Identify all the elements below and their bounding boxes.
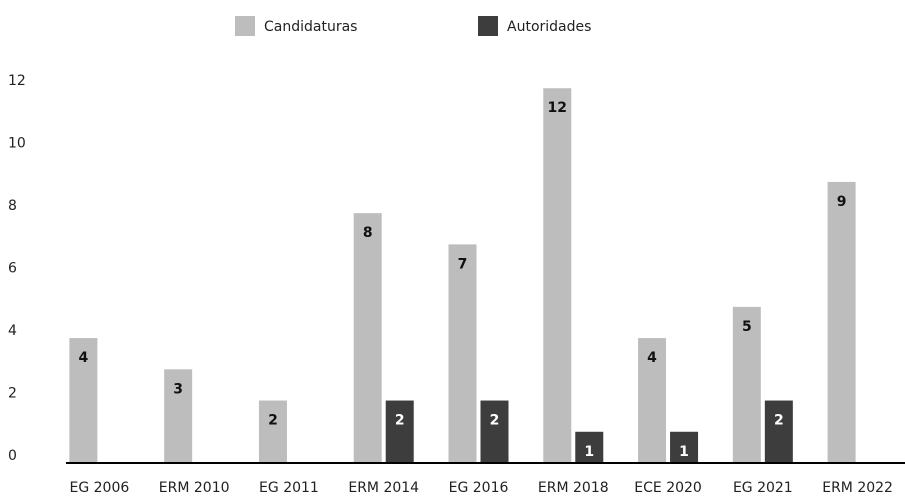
bar [164, 369, 193, 463]
bar [69, 338, 98, 463]
value-label: 9 [837, 194, 847, 210]
value-label: 12 [548, 100, 567, 116]
value-label: 8 [363, 225, 373, 241]
bar [670, 431, 699, 463]
value-label: 1 [584, 444, 594, 460]
bar [258, 400, 287, 463]
value-label: 1 [679, 444, 689, 460]
x-tick-label: ERM 2010 [159, 480, 230, 496]
x-tick-label: EG 2016 [449, 480, 509, 496]
bar [575, 431, 604, 463]
legend-label: Autoridades [507, 19, 591, 35]
bar [827, 181, 856, 463]
bar [638, 338, 667, 463]
y-tick-label: 0 [8, 448, 17, 464]
y-tick-label: 2 [8, 386, 17, 402]
bar [764, 400, 793, 463]
x-tick-label: EG 2021 [733, 480, 793, 496]
x-tick-label: ECE 2020 [634, 480, 702, 496]
y-tick-label: 12 [8, 73, 26, 89]
bar [353, 213, 382, 463]
value-label: 4 [79, 350, 89, 366]
x-tick-label: ERM 2018 [538, 480, 609, 496]
y-tick-label: 4 [8, 323, 17, 339]
y-tick-label: 8 [8, 198, 17, 214]
x-tick-label: EG 2006 [69, 480, 129, 496]
legend-swatch [235, 16, 255, 36]
x-tick-label: EG 2011 [259, 480, 319, 496]
value-label: 2 [774, 413, 784, 429]
x-tick-label: ERM 2014 [348, 480, 419, 496]
bar [448, 244, 477, 463]
bar [543, 88, 572, 463]
bar [480, 400, 509, 463]
value-label: 2 [490, 413, 500, 429]
x-tick-label: ERM 2022 [822, 480, 893, 496]
bar [385, 400, 414, 463]
y-tick-label: 6 [8, 261, 17, 277]
value-label: 5 [742, 319, 752, 335]
legend-swatch [478, 16, 498, 36]
legend-label: Candidaturas [264, 19, 357, 35]
value-label: 2 [395, 413, 405, 429]
value-label: 3 [173, 381, 183, 397]
bar [732, 306, 761, 463]
y-tick-label: 10 [8, 136, 26, 152]
value-label: 2 [268, 413, 278, 429]
value-label: 7 [458, 256, 468, 272]
value-label: 4 [647, 350, 657, 366]
